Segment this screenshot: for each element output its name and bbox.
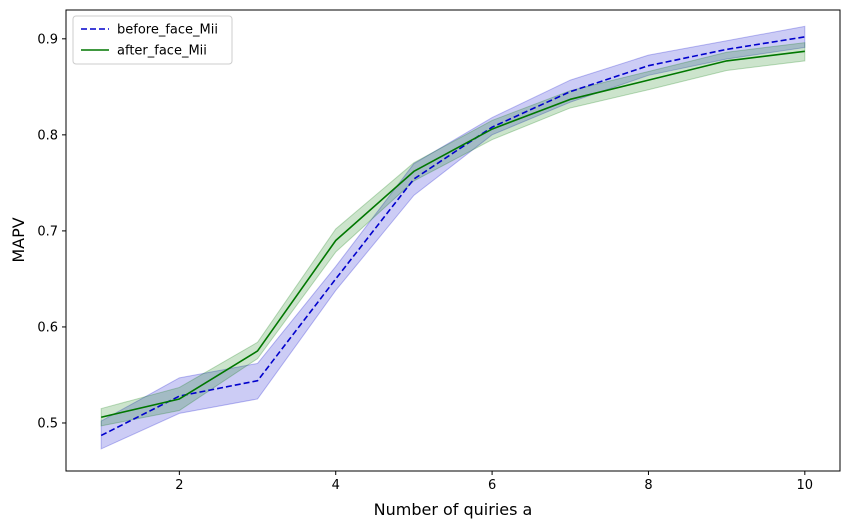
- y-tick-label: 0.8: [37, 128, 58, 143]
- y-axis-label: MAPV: [9, 217, 28, 262]
- x-tick-label: 8: [644, 478, 652, 493]
- legend: before_face_Mii after_face_Mii: [72, 15, 233, 65]
- y-tick-label: 0.5: [37, 416, 58, 431]
- x-axis-label: Number of quiries a: [374, 500, 533, 519]
- confidence-bands: [100, 25, 806, 450]
- x-tick-label: 4: [332, 478, 340, 493]
- series-line-before-face-mii: [100, 36, 805, 437]
- x-tick-label: 10: [797, 478, 814, 493]
- plot-frame: [65, 9, 841, 472]
- legend-label-after-face-mii: after_face_Mii: [117, 44, 207, 59]
- band-after-face-mii: [100, 42, 806, 427]
- legend-box: [72, 15, 233, 65]
- legend-label-before-face-mii: before_face_Mii: [117, 23, 218, 38]
- band-before-face-mii: [100, 25, 806, 450]
- y-tick-label: 0.9: [37, 32, 58, 47]
- y-tick-label: 0.6: [37, 320, 58, 335]
- x-tick-label: 2: [175, 478, 183, 493]
- series-lines: [100, 36, 805, 437]
- y-tick-label: 0.7: [37, 224, 58, 239]
- series-line-after-face-mii: [100, 50, 805, 418]
- x-axis-ticks: 2 4 6 8 10: [175, 471, 813, 493]
- x-tick-label: 6: [488, 478, 496, 493]
- y-axis-ticks: 0.5 0.6 0.7 0.8 0.9: [37, 32, 66, 431]
